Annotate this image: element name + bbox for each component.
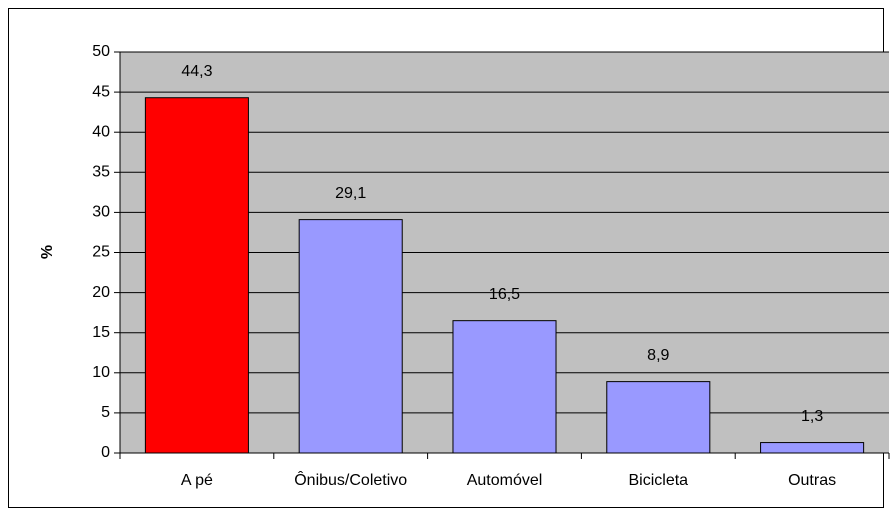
x-tick-label: Outras [788,472,836,489]
y-tick-label: 10 [92,364,110,381]
x-tick-label: Automóvel [467,472,543,489]
y-tick-label: 45 [92,83,110,100]
bar [452,320,557,454]
bar [144,97,249,454]
y-tick-label: 0 [101,444,110,461]
value-label: 44,3 [181,63,212,80]
bar [760,442,865,454]
value-label: 8,9 [647,347,669,364]
bar [298,219,403,454]
y-axis-label: % [39,245,56,259]
value-label: 16,5 [489,286,520,303]
x-tick-label: Ônibus/Coletivo [294,470,407,489]
y-tick-label: 50 [92,43,110,60]
y-tick-label: 25 [92,244,110,261]
bar [606,381,711,454]
value-label: 1,3 [801,408,823,425]
y-tick-label: 30 [92,204,110,221]
y-tick-label: 20 [92,284,110,301]
y-tick-label: 15 [92,324,110,341]
value-label: 29,1 [335,185,366,202]
x-tick-label: A pé [181,472,213,489]
x-tick-label: Bicicleta [629,472,689,489]
y-tick-label: 35 [92,164,110,181]
y-tick-label: 5 [101,404,110,421]
y-tick-label: 40 [92,123,110,140]
